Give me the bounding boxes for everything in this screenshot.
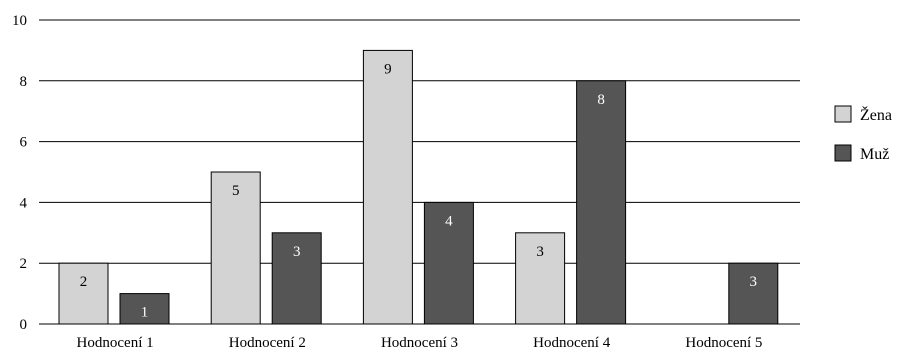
y-tick-label: 6 (20, 135, 28, 151)
legend: Žena Muž (834, 105, 892, 163)
y-tick-label: 0 (20, 317, 28, 333)
gridlines (39, 19, 800, 325)
legend-label: Žena (860, 105, 892, 124)
bar-zena (210, 171, 261, 325)
bar-zena (515, 232, 566, 325)
bar-data-label: 4 (445, 213, 453, 229)
bar-data-label: 3 (750, 274, 758, 290)
x-tick-label: Hodnocení 4 (533, 335, 611, 351)
bar-muz (728, 262, 779, 325)
x-tick-label: Hodnocení 3 (381, 335, 458, 351)
y-axis-tick-labels: 0 2 4 6 8 10 (12, 13, 28, 333)
bar-muz (271, 232, 322, 325)
bar-zena (58, 262, 109, 325)
bar-data-label: 8 (597, 92, 605, 108)
bar-data-label: 1 (141, 305, 149, 321)
x-tick-label: Hodnocení 2 (229, 335, 306, 351)
bars (58, 49, 779, 325)
bar-zena (362, 49, 413, 325)
y-tick-label: 8 (20, 74, 28, 90)
legend-item: Muž (834, 144, 889, 163)
y-tick-label: 4 (20, 195, 28, 211)
bar-muz (119, 293, 170, 325)
x-tick-label: Hodnocení 1 (77, 335, 154, 351)
bar-data-labels: 2 5 9 3 1 3 4 8 3 (80, 61, 757, 320)
y-tick-label: 10 (12, 13, 27, 29)
x-axis-tick-labels: Hodnocení 1 Hodnocení 2 Hodnocení 3 Hodnoce… (77, 335, 763, 351)
legend-swatch (834, 144, 852, 162)
bar-data-label: 5 (232, 183, 240, 199)
bar-data-label: 3 (293, 244, 301, 260)
y-tick-label: 2 (20, 256, 28, 272)
bar-data-label: 3 (536, 244, 544, 260)
bar-muz (423, 201, 474, 325)
x-tick-label: Hodnocení 5 (685, 335, 762, 351)
legend-label: Muž (860, 146, 889, 163)
legend-swatch (834, 105, 852, 123)
bar-data-label: 9 (384, 61, 392, 77)
legend-item: Žena (834, 105, 892, 124)
bar-muz (576, 80, 627, 325)
bar-data-label: 2 (80, 274, 88, 290)
